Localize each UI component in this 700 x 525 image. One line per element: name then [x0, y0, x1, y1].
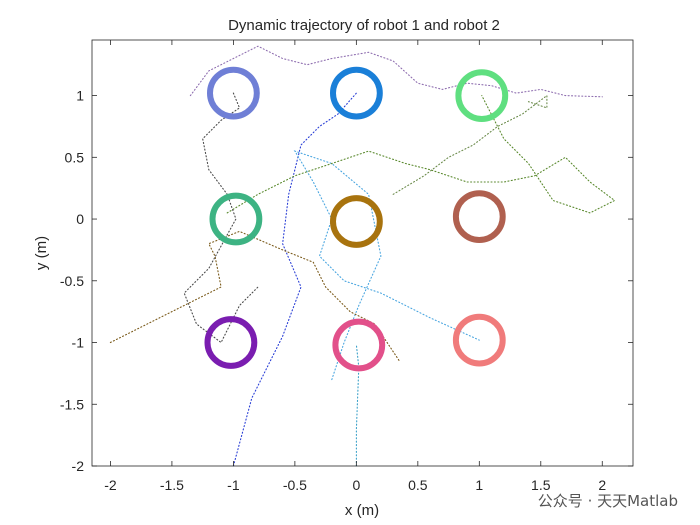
ring-7: [204, 316, 258, 369]
trajectory-6: [183, 92, 259, 344]
x-tick-label: -2: [104, 477, 117, 493]
plot-frame: [91, 39, 634, 467]
y-tick-label: -1.5: [60, 396, 84, 412]
trajectory-1: [232, 92, 357, 467]
x-tick-label: -0.5: [283, 477, 307, 493]
x-tick-label: 0.5: [408, 477, 428, 493]
trajectory-4: [226, 95, 616, 214]
x-axis: -2 -1.5 -1 -0.5 0 0.5 1 1.5 2: [104, 40, 606, 493]
ring-4: [209, 192, 263, 246]
x-tick-label: 1.5: [531, 477, 551, 493]
y-tick-label: -0.5: [60, 273, 84, 289]
trajectory-5: [109, 230, 400, 362]
x-tick-label: 0: [352, 477, 360, 493]
y-tick-label: -1: [72, 335, 85, 351]
trajectory-8: [392, 94, 548, 195]
trajectory-group: [109, 45, 616, 467]
ring-5: [330, 195, 383, 248]
chart-title: Dynamic trajectory of robot 1 and robot …: [228, 17, 500, 34]
trajectory-3: [293, 150, 480, 381]
y-tick-label: -2: [72, 458, 85, 474]
ring-1: [207, 66, 260, 120]
y-axis: -2 -1.5 -1 -0.5 0 0.5 1: [60, 88, 633, 474]
watermark: 公众号 · 天天Matlab: [537, 492, 678, 510]
ring-6: [452, 190, 506, 244]
ring-3: [455, 69, 509, 122]
y-tick-label: 0.5: [65, 149, 85, 165]
ring-8: [332, 318, 386, 372]
y-tick-label: 1: [76, 88, 84, 104]
x-tick-label: 1: [475, 477, 483, 493]
x-tick-label: -1.5: [160, 477, 184, 493]
y-tick-label: 0: [76, 211, 84, 227]
y-axis-label: y (m): [33, 236, 50, 270]
ring-group: [204, 66, 509, 372]
x-tick-label: -1: [227, 477, 240, 493]
ring-2: [330, 66, 383, 120]
x-tick-label: 2: [598, 477, 606, 493]
trajectory-2: [355, 344, 360, 467]
ring-9: [452, 313, 506, 367]
trajectory-7: [189, 45, 603, 98]
x-axis-label: x (m): [345, 502, 379, 519]
